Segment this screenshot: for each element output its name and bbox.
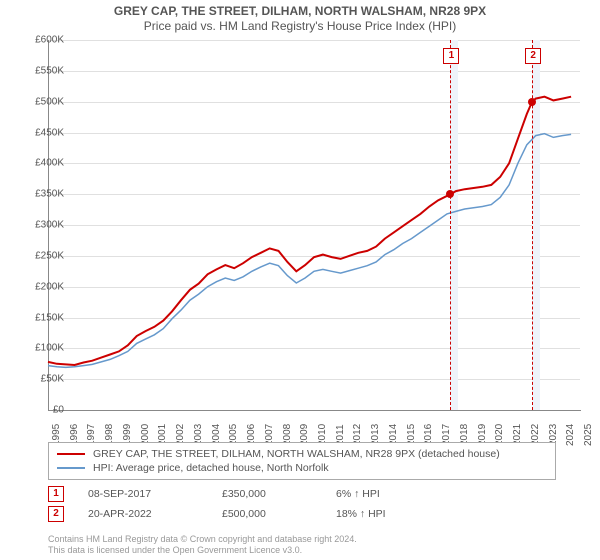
y-tick-label: £50K	[9, 374, 64, 385]
transaction-dot	[528, 98, 536, 106]
y-tick-label: £400K	[9, 158, 64, 169]
chart-marker-box: 2	[525, 48, 541, 64]
y-tick-label: £250K	[9, 250, 64, 261]
transaction-date: 20-APR-2022	[88, 508, 198, 520]
chart-marker-box: 1	[443, 48, 459, 64]
transaction-marker-icon: 2	[48, 506, 64, 522]
transaction-dot	[446, 190, 454, 198]
y-tick-label: £0	[9, 405, 64, 416]
series-hpi	[48, 134, 571, 368]
x-tick-label: 2025	[583, 424, 594, 446]
transaction-table: 1 08-SEP-2017 £350,000 6% ↑ HPI 2 20-APR…	[48, 484, 456, 524]
series-subject	[48, 97, 571, 365]
y-tick-label: £600K	[9, 35, 64, 46]
legend-swatch-subject	[57, 453, 85, 455]
y-tick-label: £550K	[9, 65, 64, 76]
transaction-date: 08-SEP-2017	[88, 488, 198, 500]
legend-label-subject: GREY CAP, THE STREET, DILHAM, NORTH WALS…	[93, 448, 500, 460]
footer-line1: Contains HM Land Registry data © Crown c…	[48, 534, 357, 545]
x-tick-label: 2024	[565, 424, 576, 446]
legend: GREY CAP, THE STREET, DILHAM, NORTH WALS…	[48, 442, 556, 480]
title-block: GREY CAP, THE STREET, DILHAM, NORTH WALS…	[0, 0, 600, 33]
y-tick-label: £300K	[9, 220, 64, 231]
transaction-pct: 18% ↑ HPI	[336, 508, 456, 520]
y-tick-label: £150K	[9, 312, 64, 323]
y-tick-label: £200K	[9, 281, 64, 292]
chart-container: GREY CAP, THE STREET, DILHAM, NORTH WALS…	[0, 0, 600, 560]
legend-swatch-hpi	[57, 467, 85, 469]
y-tick-label: £100K	[9, 343, 64, 354]
legend-row-subject: GREY CAP, THE STREET, DILHAM, NORTH WALS…	[57, 447, 547, 461]
footer-line2: This data is licensed under the Open Gov…	[48, 545, 357, 556]
transaction-row: 2 20-APR-2022 £500,000 18% ↑ HPI	[48, 504, 456, 524]
transaction-price: £350,000	[222, 488, 312, 500]
title-subtitle: Price paid vs. HM Land Registry's House …	[0, 19, 600, 33]
transaction-price: £500,000	[222, 508, 312, 520]
legend-label-hpi: HPI: Average price, detached house, Nort…	[93, 462, 329, 474]
y-tick-label: £500K	[9, 96, 64, 107]
footer: Contains HM Land Registry data © Crown c…	[48, 534, 357, 557]
transaction-pct: 6% ↑ HPI	[336, 488, 456, 500]
transaction-marker-icon: 1	[48, 486, 64, 502]
transaction-row: 1 08-SEP-2017 £350,000 6% ↑ HPI	[48, 484, 456, 504]
legend-row-hpi: HPI: Average price, detached house, Nort…	[57, 461, 547, 475]
y-tick-label: £350K	[9, 189, 64, 200]
y-tick-label: £450K	[9, 127, 64, 138]
series-lines	[48, 40, 580, 410]
title-address: GREY CAP, THE STREET, DILHAM, NORTH WALS…	[0, 4, 600, 18]
